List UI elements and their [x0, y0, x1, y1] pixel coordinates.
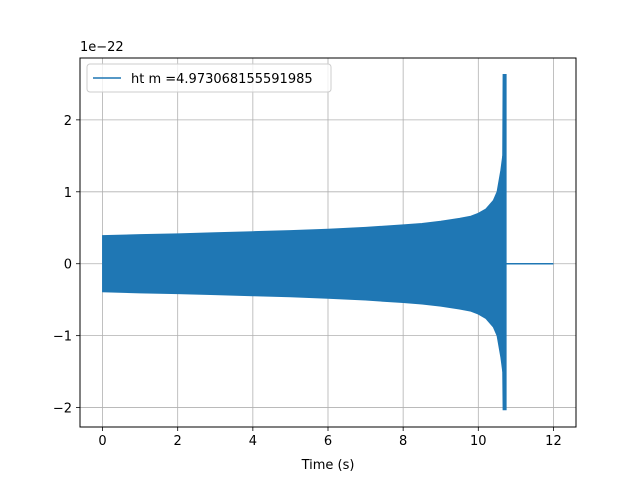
y-offset-label: 1e−22 — [80, 40, 124, 55]
legend: ht m =4.973068155591985 — [86, 63, 332, 93]
merger-spike — [502, 74, 507, 411]
legend-series-label: ht m =4.973068155591985 — [131, 72, 313, 87]
x-tick-label: 4 — [249, 434, 257, 449]
y-tick-label: 0 — [64, 258, 72, 273]
y-tick-label: 1 — [64, 186, 72, 201]
y-axis: −2 −1 0 1 2 — [53, 114, 80, 417]
x-tick-label: 12 — [545, 434, 562, 449]
x-axis: 0 2 4 6 8 10 12 — [98, 427, 562, 449]
y-tick-label: −1 — [53, 330, 72, 345]
y-tick-label: −2 — [53, 402, 72, 417]
x-tick-label: 2 — [174, 434, 182, 449]
series-layer — [102, 74, 554, 411]
legend-box — [86, 63, 332, 93]
x-axis-label: Time (s) — [301, 458, 355, 473]
y-tick-label: 2 — [64, 114, 72, 129]
x-tick-label: 6 — [324, 434, 332, 449]
x-tick-label: 0 — [98, 434, 106, 449]
x-tick-label: 10 — [470, 434, 487, 449]
x-tick-label: 8 — [399, 434, 407, 449]
waveform-envelope — [102, 155, 504, 372]
